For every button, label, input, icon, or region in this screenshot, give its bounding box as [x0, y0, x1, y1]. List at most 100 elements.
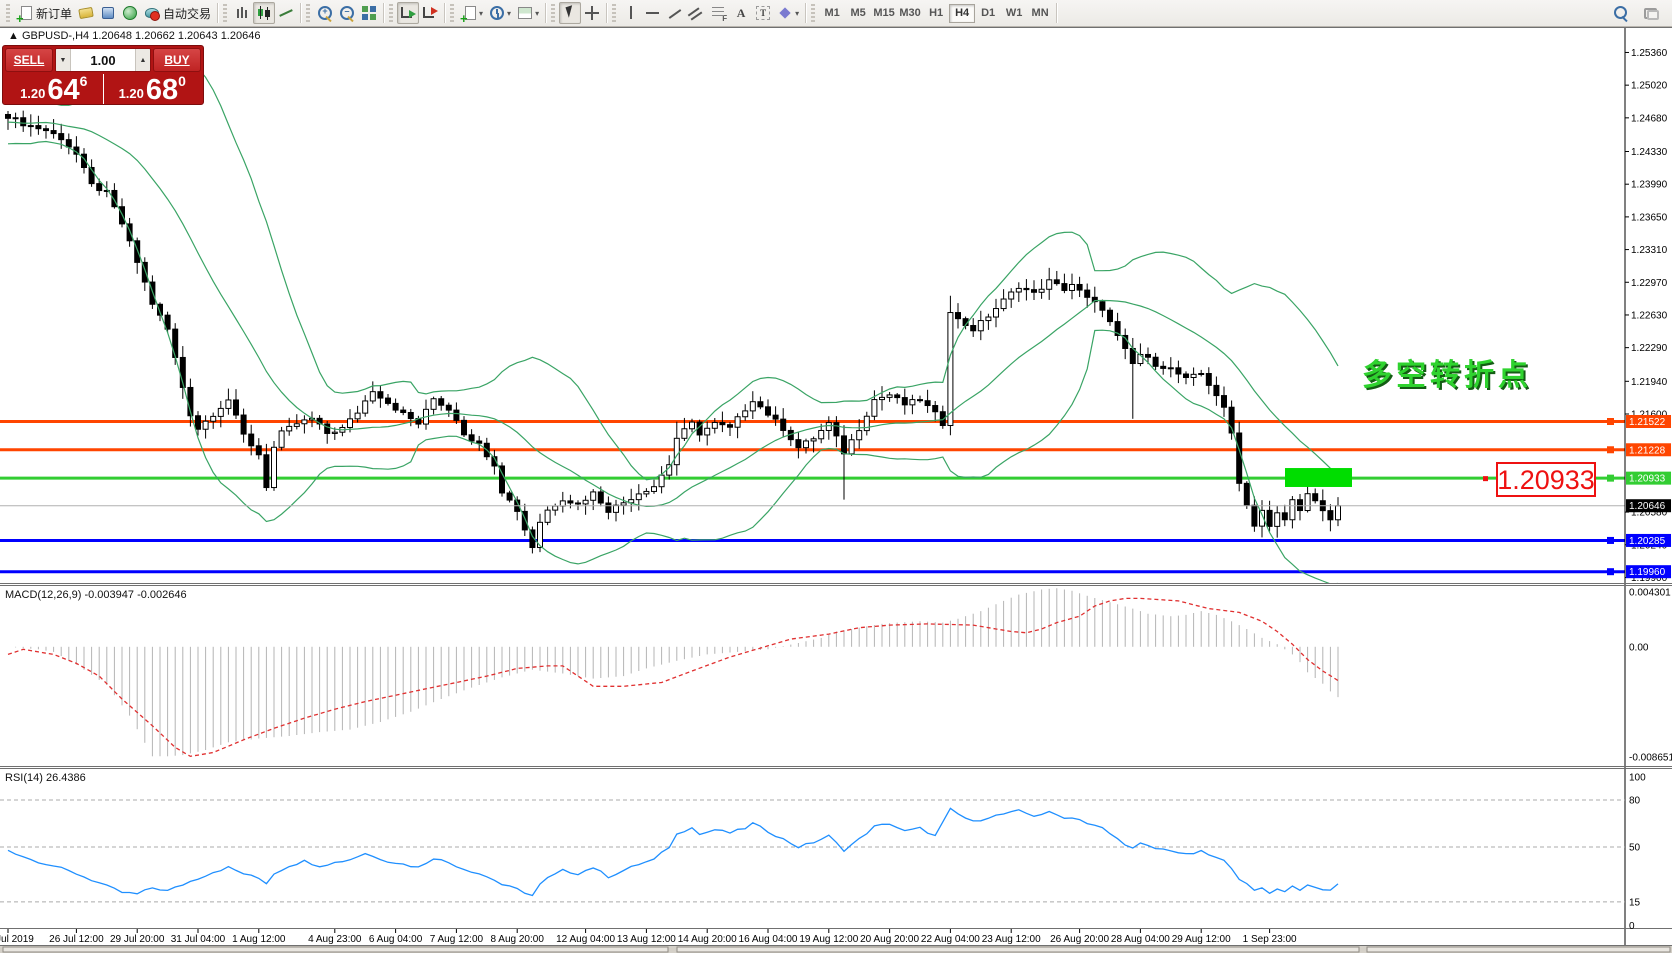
timeframe-d1-button[interactable]: D1 — [981, 7, 996, 19]
shapes-dropdown-icon[interactable]: ▾ — [795, 8, 800, 18]
svg-text:12 Aug 04:00: 12 Aug 04:00 — [556, 934, 615, 945]
fibonacci-icon — [711, 5, 727, 23]
timeframe-m5-button[interactable]: M5 — [850, 7, 866, 19]
svg-text:1.20933: 1.20933 — [1629, 474, 1666, 485]
candlestick-chart-button[interactable] — [253, 2, 276, 24]
svg-text:1.20285: 1.20285 — [1629, 536, 1666, 547]
svg-text:1.23990: 1.23990 — [1631, 180, 1668, 191]
timeframe-h1-button[interactable]: H1 — [929, 7, 944, 19]
svg-text:-0.008651: -0.008651 — [1629, 752, 1672, 763]
search-icon — [1613, 5, 1629, 21]
fibonacci-button[interactable] — [708, 2, 730, 24]
periods-dropdown-icon[interactable]: ▾ — [507, 8, 512, 18]
svg-text:1.20646: 1.20646 — [1629, 501, 1666, 512]
auto-trading-button[interactable]: 自动交易 — [141, 2, 214, 24]
main-toolbar: 新订单 自动交易 ▾ ▾ ▾ ▾ M1 M5 M15 M30 H1 H4 D1 W1 MN — [0, 0, 1672, 27]
sell-price[interactable]: 1.20 64 6 — [5, 73, 104, 106]
shapes-icon — [777, 5, 793, 21]
trend-line-button[interactable] — [664, 2, 686, 24]
profile-monitor-button[interactable] — [97, 2, 119, 24]
signal-icon — [122, 5, 138, 21]
svg-text:1.21228: 1.21228 — [1629, 445, 1666, 456]
periods-button[interactable]: ▾ — [486, 2, 514, 24]
svg-text:1.21940: 1.21940 — [1631, 377, 1668, 388]
volume-decrease-button[interactable]: ▼ — [56, 49, 71, 71]
svg-text:25 Jul 2019: 25 Jul 2019 — [0, 934, 34, 945]
svg-text:多空转折点: 多空转折点 — [1364, 361, 1534, 394]
svg-text:50: 50 — [1629, 843, 1641, 854]
zoom-in-button[interactable] — [314, 2, 336, 24]
chart-shift-button[interactable] — [419, 2, 441, 24]
templates-dropdown-icon[interactable]: ▾ — [535, 8, 540, 18]
svg-text:16 Aug 04:00: 16 Aug 04:00 — [739, 934, 798, 945]
crosshair-icon — [584, 5, 601, 21]
svg-text:RSI(14) 26.4386: RSI(14) 26.4386 — [5, 772, 86, 784]
svg-text:1.24680: 1.24680 — [1631, 113, 1668, 124]
channel-button[interactable] — [686, 2, 708, 24]
svg-text:80: 80 — [1629, 796, 1641, 807]
svg-text:1.25360: 1.25360 — [1631, 48, 1668, 59]
timeframe-mn-button[interactable]: MN — [1031, 7, 1049, 19]
sell-price-pips: 64 — [47, 74, 80, 106]
svg-text:0.004301: 0.004301 — [1629, 588, 1671, 599]
shapes-button[interactable]: ▾ — [774, 2, 802, 24]
signal-button[interactable] — [119, 2, 141, 24]
cursor-icon — [562, 5, 578, 21]
timeframe-m15-button[interactable]: M15 — [873, 7, 895, 19]
tile-windows-button[interactable] — [358, 2, 380, 24]
volume-increase-button[interactable]: ▲ — [135, 49, 150, 71]
notepad-icon — [78, 5, 94, 21]
zoom-out-button[interactable] — [336, 2, 358, 24]
svg-text:多空转折点: 多空转折点 — [1362, 359, 1532, 392]
new-order-label: 新订单 — [36, 6, 73, 21]
text-label-button[interactable] — [752, 2, 774, 24]
bar-chart-icon — [234, 5, 251, 21]
search-button[interactable] — [1610, 2, 1632, 24]
auto-trading-label: 自动交易 — [163, 6, 212, 21]
vertical-line-button[interactable] — [620, 2, 642, 24]
line-chart-button[interactable] — [275, 2, 297, 24]
buy-price-point: 0 — [178, 73, 186, 89]
svg-text:0: 0 — [1629, 921, 1635, 932]
zoom-in-icon — [317, 5, 333, 21]
notepad-button[interactable] — [75, 2, 97, 24]
timeframe-m1-button[interactable]: M1 — [824, 7, 840, 19]
crosshair-button[interactable] — [581, 2, 603, 24]
bar-chart-button[interactable] — [231, 2, 253, 24]
chart-shift-icon — [422, 5, 439, 21]
text-label-icon — [755, 5, 771, 21]
zoom-out-icon — [339, 5, 355, 21]
buy-button[interactable]: BUY — [153, 48, 201, 72]
buy-price[interactable]: 1.20 68 0 — [104, 73, 202, 105]
timeframe-w1-button[interactable]: W1 — [1005, 7, 1023, 19]
svg-text:1.23310: 1.23310 — [1631, 245, 1668, 256]
text-button[interactable] — [730, 2, 752, 24]
indicators-button[interactable]: ▾ — [458, 2, 486, 25]
svg-text:14 Aug 20:00: 14 Aug 20:00 — [678, 934, 737, 945]
timeframe-h4-button[interactable]: H4 — [949, 3, 976, 23]
chat-button[interactable] — [1640, 2, 1662, 24]
svg-text:100: 100 — [1629, 773, 1646, 784]
svg-text:4 Aug 23:00: 4 Aug 23:00 — [308, 934, 362, 945]
volume-input[interactable] — [71, 49, 135, 71]
svg-text:1.19900: 1.19900 — [1631, 573, 1668, 584]
auto-scroll-button[interactable] — [397, 2, 420, 24]
cursor-button[interactable] — [559, 2, 582, 24]
svg-text:1.20933: 1.20933 — [1497, 465, 1595, 495]
one-click-trading-panel[interactable]: SELL ▼ ▲ BUY 1.20 64 6 1.20 68 0 — [2, 45, 204, 105]
new-order-button[interactable]: 新订单 — [14, 2, 75, 25]
templates-button[interactable]: ▾ — [514, 2, 542, 24]
channel-icon — [689, 5, 705, 21]
svg-text:1.22630: 1.22630 — [1631, 310, 1668, 321]
svg-text:19 Aug 12:00: 19 Aug 12:00 — [799, 934, 858, 945]
sell-button[interactable]: SELL — [5, 48, 53, 72]
indicators-dropdown-icon[interactable]: ▾ — [479, 8, 484, 18]
auto-trading-icon — [144, 5, 161, 21]
timeframe-m30-button[interactable]: M30 — [899, 7, 921, 19]
volume-stepper[interactable]: ▼ ▲ — [55, 48, 151, 72]
horizontal-line-button[interactable] — [642, 2, 664, 24]
vertical-line-icon — [623, 5, 639, 21]
svg-text:29 Jul 20:00: 29 Jul 20:00 — [110, 934, 165, 945]
sell-price-point: 6 — [79, 73, 88, 89]
svg-text:20 Aug 20:00: 20 Aug 20:00 — [860, 934, 919, 945]
